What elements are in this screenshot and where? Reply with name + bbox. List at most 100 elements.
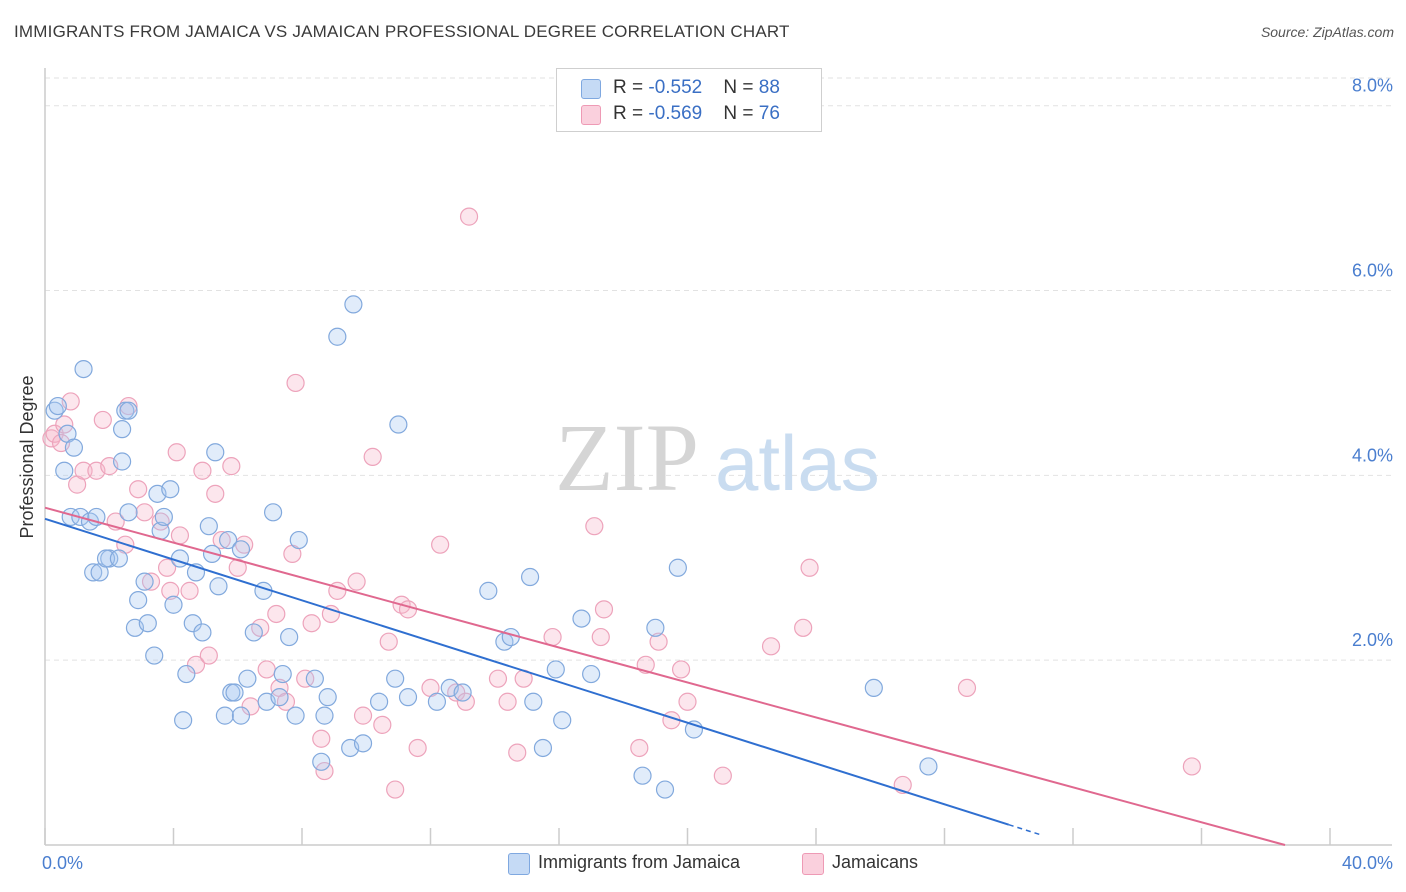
bottom-legend-swatch-blue bbox=[508, 853, 530, 875]
immigrants-point bbox=[479, 581, 498, 600]
immigrants-point bbox=[135, 572, 154, 591]
immigrants-point bbox=[154, 507, 173, 527]
immigrants-point bbox=[520, 567, 540, 587]
y-tick-label: 6.0% bbox=[1352, 261, 1393, 281]
immigrants-point bbox=[199, 517, 218, 536]
jamaicans-point bbox=[45, 424, 64, 443]
jamaicans-point bbox=[373, 715, 392, 734]
jamaicans-point bbox=[321, 604, 341, 624]
immigrants-point bbox=[55, 461, 74, 480]
immigrants-point bbox=[389, 415, 408, 434]
immigrants-point bbox=[64, 438, 84, 457]
series-jamaicans-points bbox=[42, 207, 1201, 799]
jamaicans-point bbox=[386, 780, 405, 799]
y-tick-label: 4.0% bbox=[1352, 445, 1393, 465]
immigrants-point bbox=[427, 692, 447, 711]
jamaicans-point bbox=[630, 738, 649, 758]
jamaicans-point bbox=[302, 614, 321, 633]
immigrants-point bbox=[453, 683, 472, 702]
axes bbox=[44, 68, 1392, 846]
immigrants-point bbox=[119, 503, 138, 522]
immigrants-point bbox=[633, 766, 652, 785]
immigrants-point bbox=[112, 452, 132, 471]
immigrants-point bbox=[328, 327, 347, 346]
immigrants-point bbox=[119, 401, 138, 420]
jamaicans-point bbox=[193, 461, 212, 480]
jamaicans-regression-line bbox=[44, 506, 1286, 846]
immigrants-point bbox=[312, 752, 331, 771]
jamaicans-point bbox=[431, 535, 450, 554]
immigrants-point bbox=[270, 688, 289, 707]
jamaicans-point bbox=[347, 572, 366, 591]
jamaicans-point bbox=[257, 660, 276, 679]
jamaicans-point bbox=[353, 706, 373, 725]
immigrants-point bbox=[112, 420, 132, 439]
immigrants-point bbox=[289, 530, 308, 550]
jamaicans-point bbox=[206, 484, 225, 503]
immigrants-point bbox=[145, 646, 164, 665]
jamaicans-point bbox=[649, 632, 668, 651]
immigrants-point bbox=[864, 678, 883, 698]
immigrants-point bbox=[344, 295, 363, 314]
jamaicans-point bbox=[135, 503, 154, 522]
legend-n-label: N = bbox=[723, 103, 759, 124]
immigrants-point bbox=[919, 757, 938, 776]
immigrants-point bbox=[219, 530, 238, 550]
immigrants-point bbox=[646, 618, 665, 637]
jamaicans-point bbox=[267, 604, 286, 624]
immigrants-point bbox=[553, 711, 572, 730]
immigrants-point bbox=[533, 738, 553, 758]
immigrants-point bbox=[109, 549, 128, 568]
watermark-atlas: atlas bbox=[715, 419, 880, 507]
immigrants-point bbox=[231, 706, 251, 725]
y-tick-label: 8.0% bbox=[1352, 76, 1393, 96]
immigrants-point bbox=[263, 503, 283, 522]
jamaicans-point bbox=[585, 517, 604, 536]
jamaicans-point bbox=[296, 669, 315, 688]
legend-r-value: -0.569 bbox=[648, 103, 703, 124]
jamaicans-point bbox=[199, 646, 218, 665]
jamaicans-point bbox=[508, 743, 527, 762]
jamaicans-point bbox=[957, 678, 977, 698]
immigrants-point bbox=[244, 623, 263, 642]
immigrants-regression-line bbox=[44, 517, 1010, 826]
y-tick-label: 2.0% bbox=[1352, 630, 1393, 650]
jamaicans-point bbox=[408, 738, 427, 758]
legend-n-label: N = bbox=[723, 77, 759, 98]
jamaicans-point bbox=[363, 447, 382, 466]
immigrants-point bbox=[273, 664, 292, 684]
jamaicans-point bbox=[74, 461, 93, 480]
jamaicans-point bbox=[157, 558, 177, 577]
legend-n-value: 88 bbox=[758, 77, 780, 98]
immigrants-point bbox=[74, 359, 93, 379]
immigrants-point bbox=[524, 692, 543, 711]
jamaicans-point bbox=[186, 655, 206, 674]
immigrants-point bbox=[138, 614, 157, 633]
jamaicans-point bbox=[543, 627, 562, 647]
jamaicans-point bbox=[180, 581, 199, 600]
jamaicans-point bbox=[671, 660, 691, 679]
immigrants-point bbox=[96, 549, 116, 568]
immigrants-point bbox=[183, 614, 202, 633]
series-immigrants-points bbox=[45, 295, 938, 799]
jamaicans-point bbox=[488, 669, 508, 688]
regression-lines bbox=[44, 506, 1286, 846]
immigrants-point bbox=[215, 706, 234, 725]
immigrants-point bbox=[286, 706, 305, 725]
jamaicans-point bbox=[161, 581, 180, 600]
jamaicans-point bbox=[141, 572, 161, 591]
immigrants-point bbox=[370, 692, 389, 711]
immigrants-regression-extension bbox=[1008, 823, 1042, 836]
immigrants-point bbox=[546, 660, 565, 679]
immigrants-point bbox=[84, 563, 103, 582]
immigrants-point bbox=[582, 664, 601, 684]
immigrants-point bbox=[353, 734, 373, 753]
jamaicans-point bbox=[713, 766, 732, 785]
immigrants-point bbox=[305, 669, 324, 688]
jamaicans-point bbox=[498, 692, 517, 711]
immigrants-point bbox=[318, 688, 337, 707]
jamaicans-point bbox=[286, 373, 305, 393]
immigrants-point bbox=[174, 711, 193, 730]
watermark: ZIP atlas bbox=[555, 404, 880, 511]
